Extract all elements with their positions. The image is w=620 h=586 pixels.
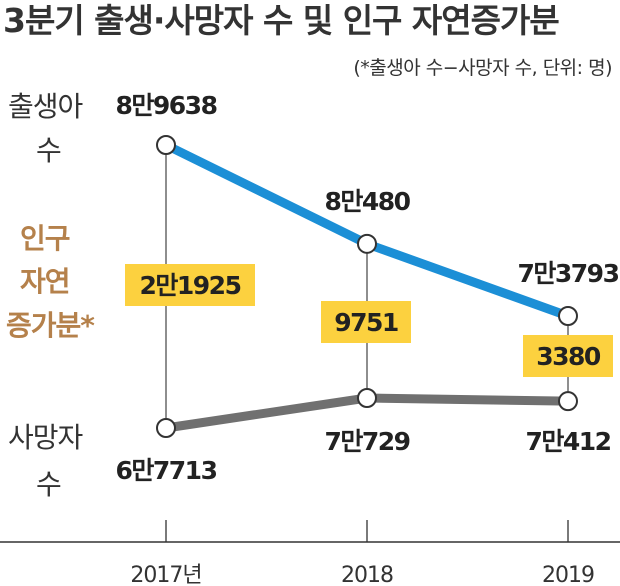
- death-label-line1: 사망자: [8, 421, 83, 454]
- increase-label-line1: 인구: [20, 222, 70, 255]
- death-point-2: [558, 391, 578, 412]
- increase-label-line2: 자연: [20, 265, 70, 298]
- increase-box-0: [125, 264, 255, 306]
- death-value-label-1: 7만729: [324, 427, 409, 456]
- increase-value-0: 2만1925: [140, 271, 241, 300]
- increase-box-1: [321, 301, 411, 343]
- birth-value-label-2: 7만3793: [518, 259, 619, 288]
- birth-series-label: 출생아 수: [8, 90, 84, 167]
- birth-value-label-0: 8만9638: [116, 91, 217, 120]
- death-label-line2: 수: [36, 468, 61, 501]
- increase-value-1: 9751: [334, 308, 398, 337]
- death-point-0: [156, 418, 176, 438]
- chart-title: 3분기 출생·사망자 수 및 인구 자연증가분: [3, 1, 559, 40]
- birth-label-line1: 출생아: [8, 90, 83, 123]
- x-tick-label-2: 2019: [542, 563, 594, 586]
- x-tick-label-1: 2018: [341, 563, 393, 586]
- birth-value-label-1: 8만480: [324, 187, 410, 216]
- increase-box-2: [523, 335, 613, 377]
- birth-point-2: [558, 306, 578, 326]
- death-value-label-0: 6만7713: [116, 456, 217, 485]
- increase-value-2: 3380: [536, 342, 601, 371]
- increase-label-line3: 증가분*: [6, 309, 95, 342]
- birth-point-1: [357, 233, 377, 254]
- increase-label: 인구 자연 증가분*: [6, 222, 96, 342]
- chart-subtitle: (*출생아 수−사망자 수, 단위: 명): [353, 57, 612, 79]
- death-series-label: 사망자 수: [8, 421, 84, 501]
- death-value-label-2: 7만412: [525, 427, 610, 456]
- plot-area: 2017년 2018 2019 2만1925 9751 3380 8만9638 8만480 7만…: [0, 91, 620, 586]
- x-tick-label-0: 2017년: [130, 563, 201, 586]
- birth-point-0: [156, 135, 176, 155]
- birth-label-line2: 수: [36, 134, 61, 167]
- death-point-1: [357, 388, 377, 408]
